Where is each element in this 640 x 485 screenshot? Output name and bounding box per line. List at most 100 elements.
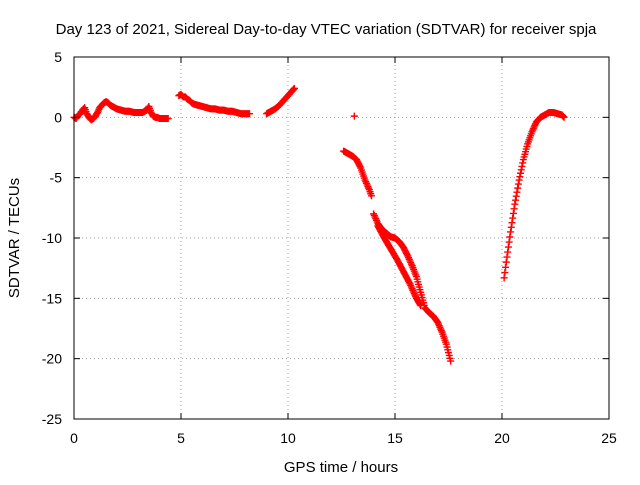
- data-point: [500, 274, 508, 282]
- data-point: [515, 176, 523, 184]
- data-point: [502, 263, 510, 271]
- data-point: [514, 184, 522, 192]
- data-point: [362, 179, 370, 187]
- x-tick-label: 5: [177, 430, 185, 446]
- data-point: [370, 211, 378, 219]
- x-axis-label: GPS time / hours: [284, 459, 398, 476]
- y-axis-label: SDTVAR / TECUs: [6, 178, 23, 298]
- data-point: [365, 184, 373, 192]
- tick-layer: 0 5 10 15 20 25 5 0 -5 -10 -15 -20 -25: [42, 49, 617, 446]
- data-point: [410, 290, 418, 298]
- data-point: [404, 252, 412, 260]
- data-point: [447, 357, 455, 365]
- data-point: [508, 219, 516, 227]
- data-point: [416, 300, 424, 308]
- data-point: [507, 228, 515, 236]
- y-tick-label: -5: [50, 170, 63, 186]
- data-point: [94, 109, 102, 117]
- x-tick-label: 15: [387, 430, 403, 446]
- data-point: [559, 112, 567, 120]
- y-tick-label: -25: [42, 411, 62, 427]
- chart-title: Day 123 of 2021, Sidereal Day-to-day VTE…: [56, 21, 597, 38]
- y-tick-label: -15: [42, 290, 62, 306]
- data-point: [407, 281, 415, 289]
- data-point: [362, 178, 370, 186]
- data-point: [559, 113, 567, 121]
- data-point: [512, 196, 520, 204]
- data-point: [409, 286, 417, 294]
- data-point: [435, 320, 443, 328]
- data-point: [512, 192, 520, 200]
- data-point: [506, 233, 514, 241]
- data-point: [435, 322, 443, 330]
- data-point: [363, 181, 371, 189]
- data-point: [529, 126, 537, 134]
- data-point: [560, 113, 568, 121]
- data-point: [436, 323, 444, 331]
- y-tick-label: 5: [54, 49, 62, 65]
- data-point: [289, 86, 297, 94]
- data-point: [501, 269, 509, 277]
- data-point: [361, 176, 369, 184]
- x-tick-label: 10: [280, 430, 296, 446]
- data-point: [410, 288, 418, 296]
- data-point: [437, 325, 445, 333]
- data-point: [367, 192, 375, 200]
- data-point: [503, 253, 511, 261]
- data-point: [511, 200, 519, 208]
- data-point: [364, 183, 372, 191]
- data-point: [407, 283, 415, 291]
- y-tick-label: -10: [42, 230, 62, 246]
- data-point: [371, 213, 379, 221]
- data-point: [408, 285, 416, 293]
- x-tick-label: 20: [494, 430, 510, 446]
- grid-layer: [74, 57, 609, 419]
- data-point: [531, 121, 539, 129]
- data-point: [434, 318, 442, 326]
- data-point: [513, 188, 521, 196]
- data-point: [528, 128, 536, 136]
- data-point: [407, 259, 415, 267]
- data-point: [417, 302, 425, 310]
- data-point: [290, 85, 298, 93]
- data-point: [505, 238, 513, 246]
- data-point: [407, 260, 415, 268]
- x-tick-label: 0: [70, 430, 78, 446]
- data-point: [516, 173, 524, 181]
- data-point: [519, 159, 527, 167]
- data-layer: [70, 84, 568, 365]
- x-tick-label: 25: [601, 430, 617, 446]
- data-point: [372, 215, 380, 223]
- data-point: [502, 258, 510, 266]
- data-point: [504, 248, 512, 256]
- data-point: [530, 123, 538, 131]
- data-point: [509, 209, 517, 217]
- y-tick-label: 0: [54, 109, 62, 125]
- data-point: [517, 169, 525, 177]
- data-point: [164, 115, 172, 123]
- data-point: [529, 125, 537, 133]
- data-point: [372, 216, 380, 224]
- data-point: [94, 107, 102, 115]
- data-point: [517, 166, 525, 174]
- data-point: [504, 243, 512, 251]
- data-point: [514, 180, 522, 188]
- data-point: [356, 163, 364, 171]
- data-point: [405, 254, 413, 262]
- data-point: [405, 255, 413, 263]
- data-point: [518, 162, 526, 170]
- data-point: [350, 112, 358, 120]
- data-point: [509, 214, 517, 222]
- data-point: [290, 84, 298, 92]
- y-tick-label: -20: [42, 351, 62, 367]
- data-point: [370, 210, 378, 218]
- data-point: [411, 291, 419, 299]
- data-point: [245, 110, 253, 118]
- data-point: [437, 327, 445, 335]
- data-point: [507, 223, 515, 231]
- data-point: [406, 257, 414, 265]
- data-point: [510, 205, 518, 213]
- data-point: [406, 280, 414, 288]
